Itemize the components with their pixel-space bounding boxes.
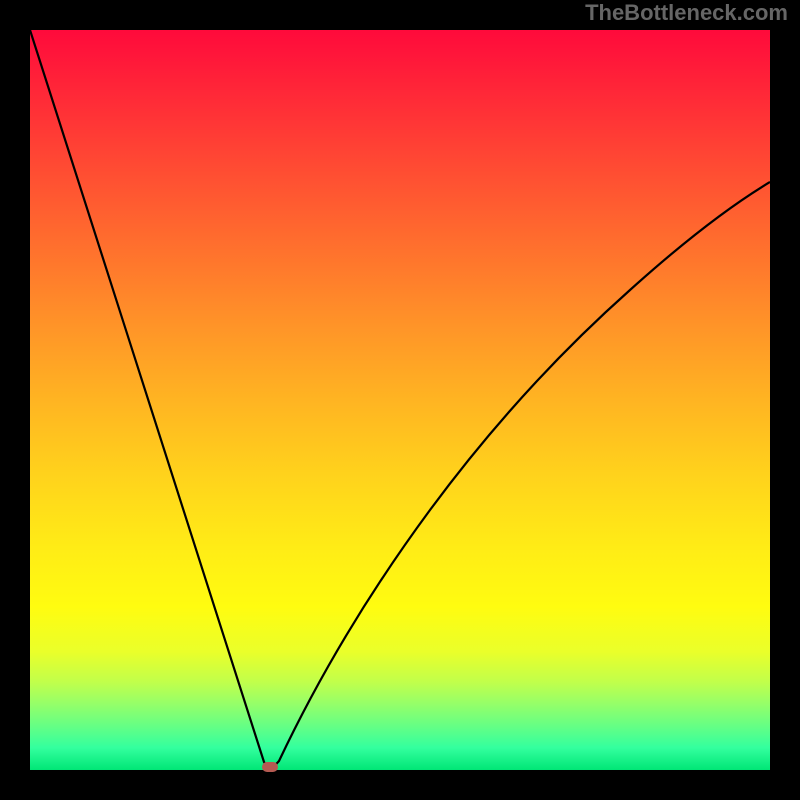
image-container: TheBottleneck.com bbox=[0, 0, 800, 800]
bottleneck-curve bbox=[30, 30, 770, 767]
minimum-marker bbox=[262, 762, 278, 772]
plot-area bbox=[30, 30, 770, 770]
curve-layer bbox=[30, 30, 770, 770]
watermark-text: TheBottleneck.com bbox=[585, 0, 788, 26]
